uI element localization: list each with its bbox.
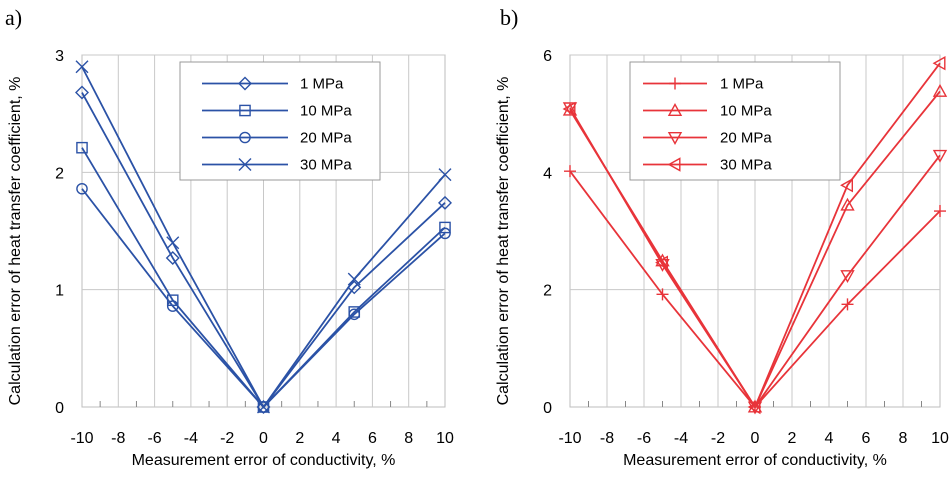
x-tick-label: -2	[220, 430, 234, 447]
x-tick-label: 0	[751, 430, 760, 447]
y-axis-title: Calculation error of heat transfer coeff…	[495, 77, 512, 406]
data-point-x	[166, 236, 180, 250]
legend-label: 1 MPa	[300, 76, 344, 93]
legend-marker-triangle-left	[667, 157, 681, 172]
y-tick-label: 2	[543, 283, 552, 300]
data-point-plus	[656, 288, 669, 301]
legend-label: 30 MPa	[720, 157, 772, 174]
x-tick-label: 6	[368, 430, 377, 447]
data-point-circle	[76, 182, 88, 195]
y-tick-label: 4	[543, 165, 552, 182]
legend-marker-circle	[239, 131, 251, 144]
data-point-triangle-down	[932, 149, 948, 163]
data-point-diamond	[165, 250, 180, 265]
legend-marker-triangle-down	[667, 131, 683, 145]
data-point-circle	[257, 401, 270, 413]
legend-marker-plus	[669, 77, 681, 90]
data-point-triangle-down	[840, 270, 855, 284]
x-tick-label: -4	[184, 430, 198, 447]
data-point-triangle-left	[747, 399, 761, 415]
x-tick-label: -2	[711, 430, 725, 447]
legend-marker-triangle-up	[667, 103, 683, 117]
legend-box	[179, 61, 381, 181]
legend-label: 20 MPa	[720, 130, 772, 147]
legend-label: 10 MPa	[720, 103, 772, 120]
legend: 1 MPa 10 MPa 20 MPa 30 MPa	[629, 61, 841, 181]
y-tick-label: 2	[55, 165, 64, 182]
legend-marker-x	[238, 158, 252, 171]
data-point-circle	[439, 227, 451, 240]
x-tick-label: 10	[436, 430, 454, 447]
panel-label: b)	[500, 5, 518, 30]
legend-label: 1 MPa	[720, 76, 764, 93]
y-tick-label: 0	[543, 400, 552, 417]
chart-panel-a: -10 -8 -6 -4 -2 0 2 4 6 8 10 0 1 2 3 Measurement error …	[5, 5, 454, 469]
x-axis-title: Measurement error of conductivity, %	[623, 452, 887, 469]
x-tick-label: 4	[332, 430, 341, 447]
y-tick-label: 0	[55, 400, 64, 417]
legend-label: 20 MPa	[300, 130, 352, 147]
x-tick-label: -4	[674, 430, 688, 447]
x-tick-label: -10	[70, 430, 93, 447]
chart-panel-b: -10 -8 -6 -4 -2 0 2 4 6 8 10 0 2 4 6 Measurement error …	[495, 5, 949, 469]
legend-label: 10 MPa	[300, 103, 352, 120]
data-point-triangle-up	[932, 83, 948, 97]
x-tick-label: -8	[600, 430, 614, 447]
x-tick-label: 4	[825, 430, 834, 447]
data-point-x	[75, 60, 89, 74]
data-point-circle	[166, 300, 179, 312]
x-tick-label: -6	[637, 430, 651, 447]
data-point-triangle-left	[655, 255, 668, 270]
x-tick-label: 2	[295, 430, 304, 447]
x-tick-label: 6	[862, 430, 871, 447]
panel-label: a)	[5, 5, 22, 30]
data-point-x	[347, 272, 361, 286]
y-tick-label: 1	[55, 283, 64, 300]
data-point-plus	[564, 165, 576, 178]
x-tick-label: 8	[404, 430, 413, 447]
y-axis-title: Calculation error of heat transfer coeff…	[7, 77, 24, 406]
x-tick-label: -10	[558, 430, 581, 447]
data-point-circle	[348, 308, 361, 321]
legend-marker-square	[239, 104, 251, 117]
data-point-x	[438, 168, 452, 182]
data-point-triangle-down	[747, 401, 763, 415]
data-point-x	[257, 400, 270, 414]
y-tick-label: 3	[55, 48, 64, 65]
data-point-square	[76, 141, 88, 154]
y-tick-label: 6	[543, 48, 552, 65]
data-point-diamond	[75, 85, 89, 100]
data-point-square	[439, 221, 451, 234]
data-point-triangle-up	[840, 197, 855, 211]
legend-marker-diamond	[238, 76, 252, 91]
x-tick-label: 0	[259, 430, 268, 447]
series-line	[569, 62, 941, 409]
data-point-plus	[934, 205, 946, 218]
x-tick-label: 10	[931, 430, 949, 447]
legend: 1 MPa 10 MPa 20 MPa 30 MPa	[179, 61, 381, 181]
data-point-triangle-left	[562, 101, 576, 117]
x-tick-label: -8	[111, 430, 125, 447]
legend-box	[629, 61, 841, 181]
x-tick-label: -6	[147, 430, 161, 447]
series-30-mpa	[75, 60, 452, 414]
x-tick-label: 8	[899, 430, 908, 447]
x-tick-label: 2	[788, 430, 797, 447]
x-axis-title: Measurement error of conductivity, %	[132, 452, 396, 469]
data-point-triangle-down	[562, 102, 578, 116]
legend-label: 30 MPa	[300, 157, 352, 174]
data-point-triangle-left	[932, 56, 946, 71]
data-point-plus	[841, 298, 854, 311]
data-point-triangle-left	[840, 178, 853, 193]
series-30-mpa	[562, 56, 946, 415]
data-point-diamond	[438, 195, 452, 210]
